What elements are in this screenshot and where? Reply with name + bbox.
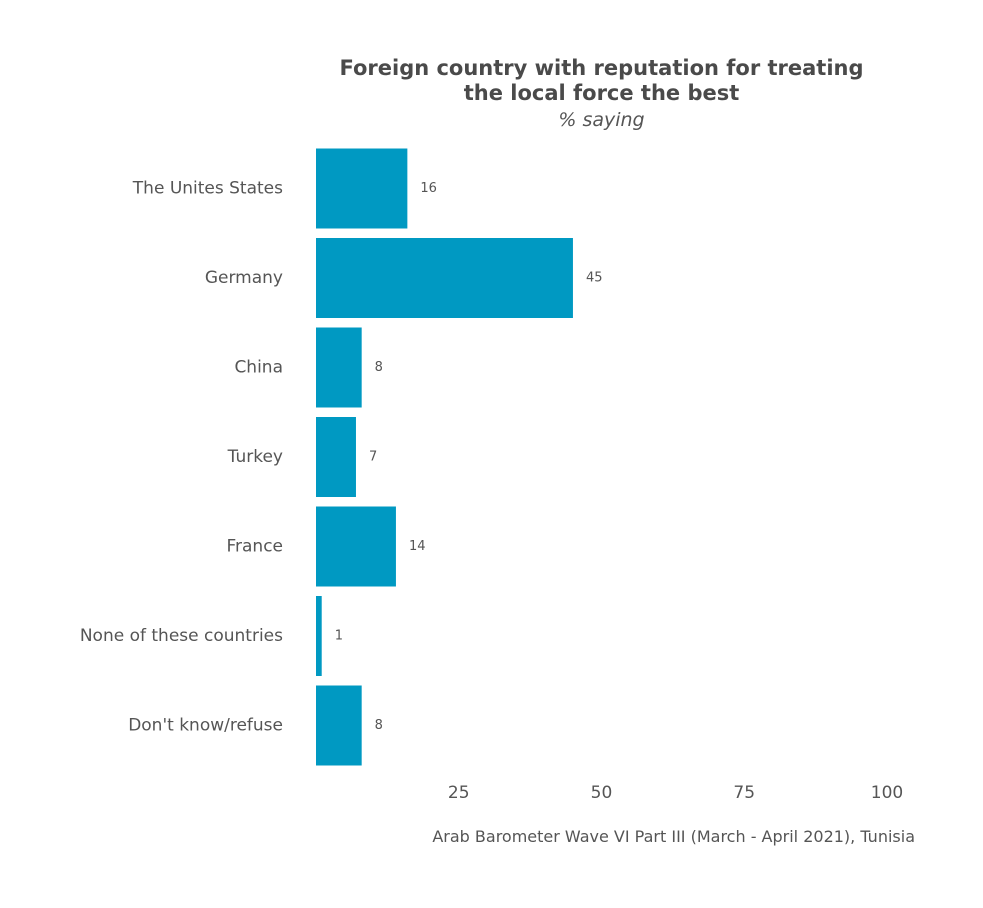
data-label: 45 [586, 271, 603, 286]
data-label: 8 [375, 718, 383, 733]
chart-caption: Arab Barometer Wave VI Part III (March -… [432, 827, 915, 846]
data-label: 14 [409, 539, 426, 554]
chart-subtitle: % saying [558, 109, 645, 131]
bar [316, 506, 396, 587]
category-label: None of these countries [80, 626, 283, 646]
x-tick-label: 50 [591, 783, 613, 803]
bar [316, 238, 573, 318]
category-label: Turkey [227, 447, 283, 467]
bar [316, 596, 322, 676]
bar [316, 148, 408, 229]
category-label: France [226, 537, 283, 557]
bar [316, 685, 362, 766]
chart-title: Foreign country with reputation for trea… [339, 56, 864, 105]
x-tick-label: 100 [871, 783, 903, 803]
bar [316, 417, 356, 497]
category-label: Don't know/refuse [128, 716, 283, 736]
title-block: Foreign country with reputation for trea… [316, 56, 887, 132]
category-label: China [234, 358, 283, 378]
data-label: 8 [375, 360, 383, 375]
x-tick-label: 25 [448, 783, 470, 803]
data-label: 16 [420, 181, 437, 196]
category-label: The Unites States [132, 179, 283, 199]
x-tick-label: 75 [733, 783, 755, 803]
bar [316, 327, 362, 408]
data-label: 7 [369, 450, 377, 465]
category-label: Germany [205, 268, 283, 288]
data-label: 1 [335, 629, 343, 644]
